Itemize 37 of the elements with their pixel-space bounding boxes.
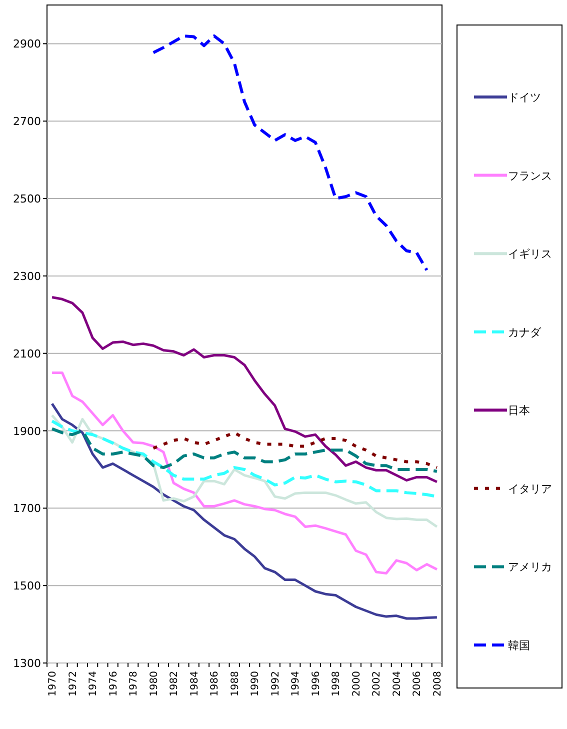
y-tick-label: 2700: [13, 115, 41, 128]
x-tick-label: 1980: [148, 671, 160, 696]
y-tick-label: 2300: [13, 270, 41, 283]
legend-label: カナダ: [508, 326, 542, 339]
x-tick-label: 1974: [88, 671, 100, 696]
x-tick-label: 1972: [68, 671, 79, 696]
legend-label: イギリス: [508, 248, 552, 261]
y-tick-label: 2900: [13, 38, 41, 51]
x-tick-label: 1978: [128, 671, 140, 696]
x-tick-label: 1988: [230, 671, 241, 696]
y-tick-label: 1900: [13, 424, 41, 438]
y-tick-label: 1700: [13, 502, 41, 516]
x-tick-label: 1986: [210, 671, 221, 696]
x-tick-label: 2004: [392, 671, 403, 696]
legend-label: アメリカ: [508, 560, 552, 574]
x-tick-label: 1992: [270, 671, 282, 696]
legend-label: 韓国: [508, 639, 530, 652]
x-tick-label: 1970: [48, 671, 59, 696]
y-tick-label: 2100: [13, 347, 41, 360]
legend-label: ドイツ: [508, 91, 541, 104]
x-tick-label: 1982: [169, 671, 180, 696]
x-tick-label: 2008: [432, 671, 444, 696]
x-tick-label: 1994: [290, 671, 302, 696]
y-tick-label: 1500: [13, 580, 41, 593]
x-tick-label: 1990: [250, 671, 262, 696]
legend-label: フランス: [508, 169, 552, 182]
legend-label: イタリア: [508, 482, 552, 496]
y-tick-label: 2500: [13, 192, 41, 206]
x-tick-label: 2002: [372, 671, 383, 696]
x-tick-label: 1996: [310, 671, 322, 696]
x-tick-label: 2006: [412, 671, 424, 696]
legend-label: 日本: [508, 404, 530, 418]
y-tick-label: 1300: [13, 657, 41, 670]
x-tick-label: 1984: [189, 671, 200, 696]
x-tick-label: 1976: [108, 671, 120, 696]
x-tick-label: 1998: [331, 671, 342, 696]
x-tick-label: 2000: [351, 671, 362, 696]
